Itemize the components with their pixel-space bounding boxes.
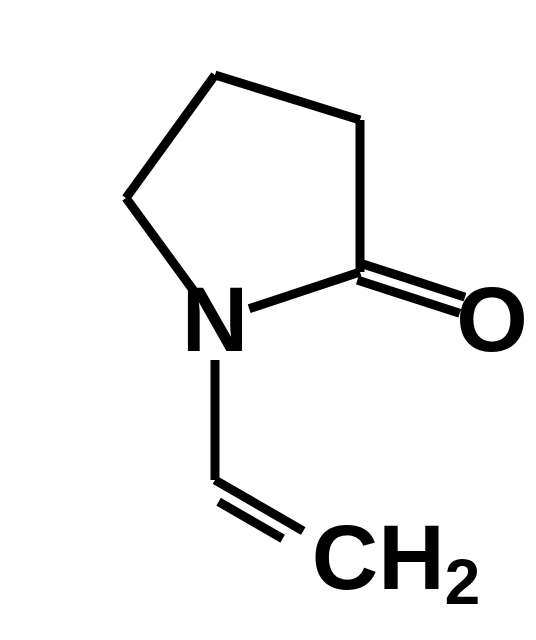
atom-label-ch2: CH2	[312, 507, 480, 618]
bonds-layer	[126, 75, 465, 539]
bond	[357, 280, 459, 313]
molecule-canvas: N O CH2	[0, 0, 536, 640]
atoms-layer: N O CH2	[182, 269, 528, 618]
bond	[215, 75, 360, 120]
bond	[363, 264, 465, 297]
atom-label-n: N	[182, 269, 248, 371]
bond	[219, 502, 283, 539]
bond	[126, 75, 215, 198]
bond	[249, 272, 360, 309]
atom-label-o: O	[456, 269, 528, 371]
